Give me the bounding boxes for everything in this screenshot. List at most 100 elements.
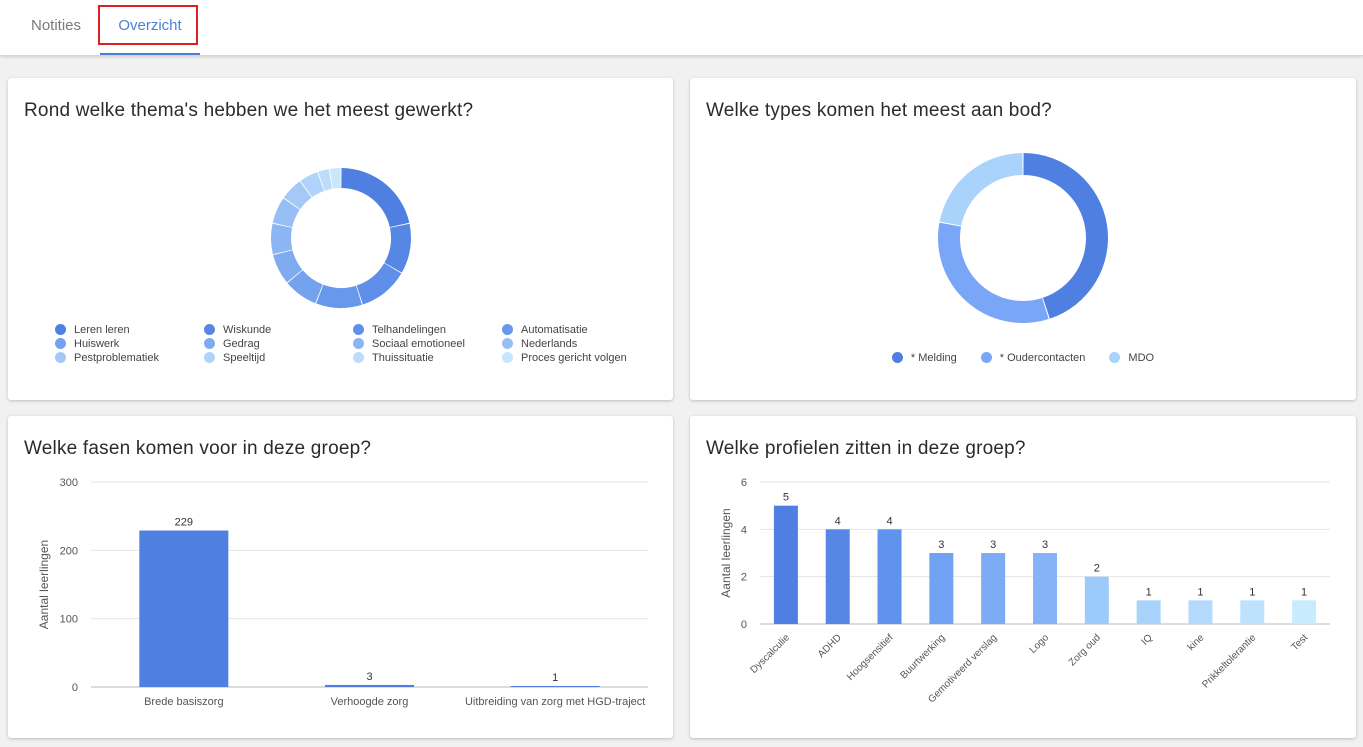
bar-zorg-oud[interactable] [1084, 576, 1109, 624]
y-tick-label: 200 [60, 545, 78, 557]
donut-slice-pestproblematiek[interactable] [283, 181, 312, 210]
donut-slice-wiskunde[interactable] [384, 223, 411, 273]
bar-dyscalculie[interactable] [773, 505, 798, 624]
legend-label: Gedrag [223, 337, 260, 350]
profiles-bar-chart: 0 2 4 6 Aantal leerlingen 5 Dyscalculie 4 ADHD 4 H… [719, 477, 1330, 705]
bar-value-label: 3 [366, 671, 372, 683]
legend-label: MDO [1128, 351, 1155, 364]
legend-dot [502, 352, 513, 363]
donut-slice-huiswerk[interactable] [287, 270, 323, 304]
themes-donut-chart [271, 168, 411, 308]
profiles-card-title: Welke profielen zitten in deze groep? [706, 438, 1026, 459]
tab-notities[interactable]: Notities [30, 17, 82, 34]
x-category-label: Brede basiszorg [144, 696, 224, 708]
donut-slice-gedrag[interactable] [273, 250, 303, 283]
x-category-label: Uitbreiding van zorg met HGD-traject [465, 696, 645, 708]
legend-dot [55, 352, 66, 363]
x-category-label: Zorg oud [1067, 632, 1103, 668]
legend-item-gedrag[interactable]: Gedrag [204, 337, 353, 350]
donut-slice-sociaal-emotioneel[interactable] [271, 223, 293, 255]
bar-buurtwerking[interactable] [929, 553, 954, 624]
legend-label: Sociaal emotioneel [372, 337, 465, 350]
profiles-card: Welke profielen zitten in deze groep? 0 2… [690, 416, 1356, 738]
donut-slice-automatisatie[interactable] [316, 284, 362, 308]
legend-label: Telhandelingen [372, 323, 447, 336]
bar-value-label: 1 [1146, 586, 1152, 598]
donut-slice-telhandelingen[interactable] [356, 263, 402, 305]
bar-brede-basiszorg[interactable] [139, 530, 229, 687]
bar-value-label: 5 [783, 492, 789, 504]
legend-label: Nederlands [521, 337, 578, 350]
bar-gemotiveerd-verslag[interactable] [981, 553, 1006, 624]
legend-item-melding[interactable]: * Melding [891, 351, 957, 364]
bar-logo[interactable] [1033, 553, 1057, 624]
top-tab-bar: Notities Overzicht [0, 0, 1363, 56]
legend-item-proces-gericht-volgen[interactable]: Proces gericht volgen [502, 351, 651, 364]
x-category-label: Hoogsensitief [845, 632, 896, 683]
legend-dot [980, 352, 992, 363]
bar-value-label: 1 [1197, 586, 1203, 598]
x-category-label: Verhoogde zorg [331, 696, 409, 708]
donut-slice-speeltijd[interactable] [300, 172, 325, 198]
phases-card: Welke fasen komen voor in deze groep? 0 1… [8, 416, 673, 738]
legend-item-thuissituatie[interactable]: Thuissituatie [353, 351, 502, 364]
bar-value-label: 3 [938, 539, 944, 551]
donut-slice-oudercontacten[interactable] [938, 222, 1049, 323]
legend-label: * Melding [910, 351, 957, 364]
y-tick-label: 6 [741, 477, 747, 489]
bar-hoogsensitief[interactable] [877, 529, 902, 624]
bar-value-label: 4 [886, 515, 892, 527]
legend-dot [353, 324, 364, 335]
tab-overzicht[interactable]: Overzicht [100, 0, 200, 55]
donut-slice-thuissituatie[interactable] [318, 169, 333, 191]
donut-slice-leren-leren[interactable] [341, 168, 410, 228]
legend-dot [502, 338, 513, 349]
legend-item-pestproblematiek[interactable]: Pestproblematiek [55, 351, 204, 364]
x-category-label: Test [1289, 632, 1310, 653]
bar-value-label: 3 [990, 539, 996, 551]
bar-value-label: 2 [1094, 563, 1100, 575]
legend-item-automatisatie[interactable]: Automatisatie [502, 323, 651, 336]
x-category-label: ADHD [816, 632, 844, 660]
bar-value-label: 1 [552, 672, 558, 684]
themes-legend: Leren leren Wiskunde Telhandelingen Automat… [55, 323, 655, 364]
y-tick-label: 2 [741, 572, 747, 584]
legend-item-wiskunde[interactable]: Wiskunde [204, 323, 353, 336]
y-axis-label: Aantal leerlingen [719, 508, 733, 597]
donut-slice-melding[interactable] [1023, 153, 1108, 319]
legend-item-leren-leren[interactable]: Leren leren [55, 323, 204, 336]
legend-item-telhandelingen[interactable]: Telhandelingen [353, 323, 502, 336]
legend-label: Automatisatie [521, 323, 588, 336]
donut-slice-proces-gericht-volgen[interactable] [329, 168, 341, 189]
bar-kine[interactable] [1188, 600, 1213, 624]
donut-slice-mdo[interactable] [939, 153, 1023, 226]
legend-item-huiswerk[interactable]: Huiswerk [55, 337, 204, 350]
legend-item-mdo[interactable]: MDO [1109, 351, 1154, 364]
legend-label: Proces gericht volgen [521, 351, 627, 364]
legend-label: Wiskunde [223, 323, 272, 336]
legend-label: Speeltijd [223, 351, 266, 364]
bar-adhd[interactable] [825, 529, 850, 624]
legend-dot [353, 352, 364, 363]
bar-verhoogde-zorg[interactable] [325, 684, 414, 687]
bar-prikkeltolerantie[interactable] [1240, 600, 1265, 624]
legend-label: Huiswerk [74, 337, 120, 350]
donut-slice-nederlands[interactable] [272, 198, 300, 228]
legend-dot [204, 352, 215, 363]
x-category-label: Prikkeltolerantie [1200, 632, 1258, 690]
y-axis-label: Aantal leerlingen [37, 540, 51, 629]
bar-uitbreiding-van-zorg-met-hgd-traject[interactable] [510, 686, 600, 687]
legend-dot [891, 352, 903, 363]
legend-label: Thuissituatie [372, 351, 434, 364]
bar-value-label: 1 [1249, 586, 1255, 598]
legend-item-nederlands[interactable]: Nederlands [502, 337, 651, 350]
legend-item-sociaal-emotioneel[interactable]: Sociaal emotioneel [353, 337, 502, 350]
bar-iq[interactable] [1136, 600, 1161, 624]
legend-label: Leren leren [74, 323, 130, 336]
legend-dot [502, 324, 513, 335]
y-tick-label: 100 [60, 614, 78, 626]
legend-item-speeltijd[interactable]: Speeltijd [204, 351, 353, 364]
legend-dot [204, 324, 215, 335]
bar-test[interactable] [1292, 600, 1317, 624]
legend-item-oudercontacten[interactable]: * Oudercontacten [980, 351, 1085, 364]
